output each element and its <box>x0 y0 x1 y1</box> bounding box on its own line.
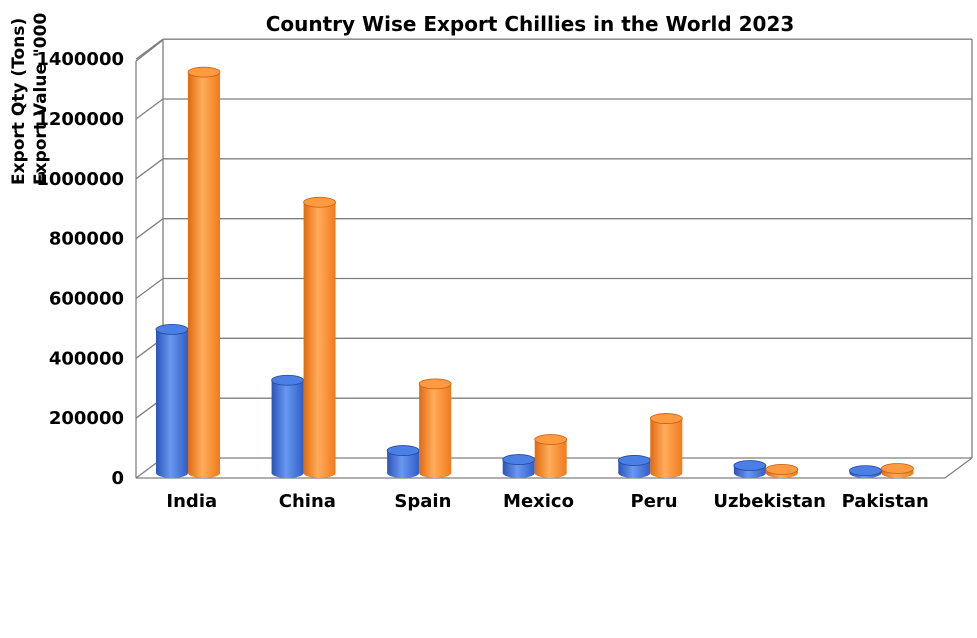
bar <box>271 374 304 478</box>
y-tick-label: 1200000 <box>36 109 124 130</box>
y-tick-label: 600000 <box>49 289 124 310</box>
y-axis-label-line-2: Export Value "000 <box>31 13 51 185</box>
x-category-label: Uzbekistan <box>713 491 826 512</box>
floor-right <box>944 457 973 479</box>
bar <box>187 66 221 478</box>
bar <box>765 464 799 478</box>
x-category-label: Mexico <box>503 491 574 512</box>
gridline-side <box>135 277 164 300</box>
side-wall-top <box>135 39 164 62</box>
gridline-side <box>135 38 164 60</box>
x-category-label: Pakistan <box>842 491 929 512</box>
y-tick-label: 0 <box>111 468 124 489</box>
bar <box>881 463 914 478</box>
y-tick-label: 400000 <box>49 348 124 369</box>
x-category-label: India <box>166 491 217 512</box>
bar <box>649 413 683 478</box>
y-axis-label: Export Qty (Tons) Export Value "000 <box>9 13 51 185</box>
x-category-label: China <box>279 491 336 512</box>
x-category-label: Peru <box>631 491 678 512</box>
gridline-side <box>135 218 164 240</box>
y-axis-label-line-1: Export Qty (Tons) <box>9 18 29 185</box>
y-tick-label: 1400000 <box>36 49 124 70</box>
gridline-side <box>135 98 164 120</box>
bar <box>386 445 420 478</box>
bar <box>303 196 336 478</box>
bar <box>534 434 568 478</box>
plot-frame <box>135 38 973 479</box>
x-category-label: Spain <box>394 491 451 512</box>
bars <box>155 66 914 478</box>
x-axis-categories: India China Spain Mexico Peru Uzbekistan Pakis… <box>166 491 928 512</box>
bar <box>502 454 536 478</box>
y-axis-ticks: 0 200000 400000 600000 800000 1000000 1200000 1… <box>36 49 124 489</box>
bar <box>733 460 767 478</box>
y-tick-label: 800000 <box>49 229 124 250</box>
bar <box>155 323 189 478</box>
y-tick-label: 1000000 <box>36 169 124 190</box>
chart-title: Country Wise Export Chillies in the Worl… <box>266 12 795 36</box>
bar <box>418 378 452 478</box>
gridline-side <box>135 158 164 180</box>
bar <box>849 465 882 478</box>
y-tick-label: 200000 <box>49 408 124 429</box>
bar <box>617 455 651 478</box>
